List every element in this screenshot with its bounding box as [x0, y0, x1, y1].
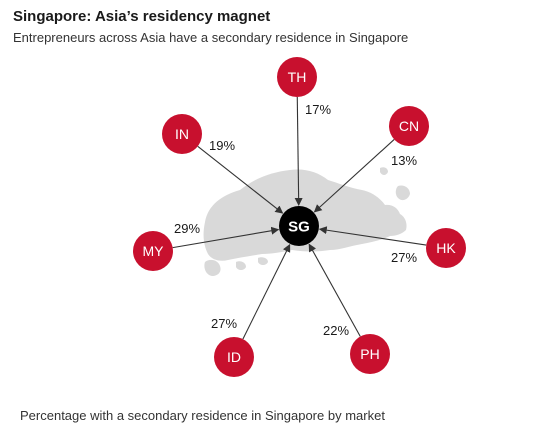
percentage-label-in: 19%	[209, 138, 235, 153]
market-circle	[350, 334, 390, 374]
market-code-label: PH	[360, 346, 379, 362]
percentage-labels: 17% 13% 19% 29% 27% 27% 22%	[174, 102, 417, 338]
arrow-id	[242, 243, 291, 340]
hub-node-sg: SG	[279, 206, 319, 246]
arrow-hk	[318, 226, 427, 246]
market-node-in: IN	[162, 114, 202, 154]
market-circle	[214, 337, 254, 377]
market-circle	[162, 114, 202, 154]
percentage-label-cn: 13%	[391, 153, 417, 168]
arrow-th	[294, 96, 303, 207]
market-node-cn: CN	[389, 106, 429, 146]
percentage-label-th: 17%	[305, 102, 331, 117]
market-code-label: ID	[227, 349, 241, 365]
percentage-label-my: 29%	[174, 221, 200, 236]
arrow-ph	[308, 243, 361, 337]
market-code-label: MY	[143, 243, 165, 259]
market-node-hk: HK	[426, 228, 466, 268]
percentage-label-hk: 27%	[391, 250, 417, 265]
market-circle	[133, 231, 173, 271]
page-title: Singapore: Asia’s residency magnet	[13, 8, 271, 25]
market-code-label: IN	[175, 126, 189, 142]
market-code-label: TH	[288, 69, 307, 85]
hub-circle	[279, 206, 319, 246]
percentage-label-id: 27%	[211, 316, 237, 331]
market-code-label: HK	[436, 240, 456, 256]
arrow-cn	[313, 139, 395, 213]
market-circle	[389, 106, 429, 146]
percentage-label-ph: 22%	[323, 323, 349, 338]
arrow-in	[197, 145, 284, 214]
page-subtitle: Entrepreneurs across Asia have a seconda…	[13, 30, 409, 45]
arrow-my	[172, 226, 280, 249]
market-node-id: ID	[214, 337, 254, 377]
market-circle	[426, 228, 466, 268]
hub-label: SG	[288, 219, 310, 236]
arrow-group	[172, 96, 427, 340]
market-node-my: MY	[133, 231, 173, 271]
market-node-ph: PH	[350, 334, 390, 374]
market-code-label: CN	[399, 118, 419, 134]
market-nodes: TH CN IN MY HK ID PH	[133, 57, 466, 377]
figure-caption: Percentage with a secondary residence in…	[20, 408, 385, 423]
market-node-th: TH	[277, 57, 317, 97]
market-circle	[277, 57, 317, 97]
